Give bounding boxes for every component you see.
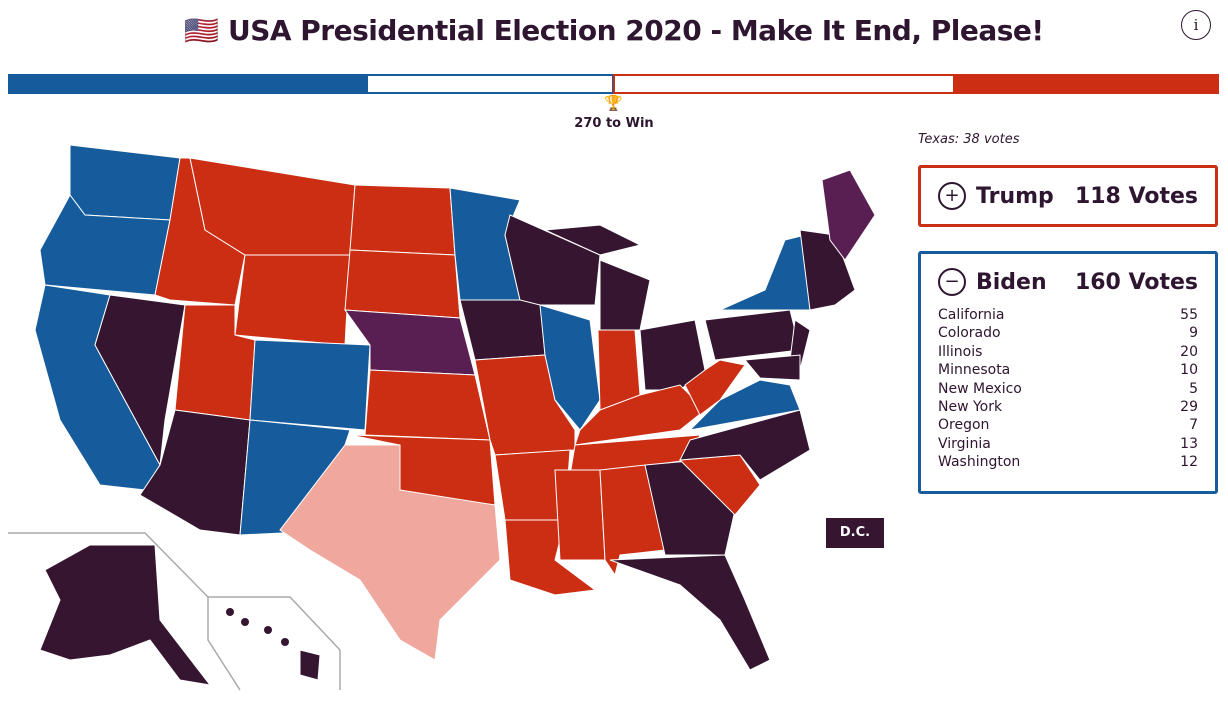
state-maine[interactable] — [821, 169, 876, 261]
collapse-icon[interactable]: − — [938, 268, 966, 296]
vote-count: 160 Votes — [1074, 269, 1198, 295]
state-votes: 10 — [1180, 362, 1198, 379]
state-north-dakota[interactable] — [349, 184, 456, 256]
state-name: Illinois — [938, 343, 983, 360]
state-mississippi[interactable] — [554, 469, 606, 561]
state-colorado[interactable] — [249, 339, 371, 431]
page-title: 🇺🇸 USA Presidential Election 2020 - Make… — [184, 14, 1044, 47]
inset-border — [208, 596, 341, 690]
state-votes: 13 — [1180, 435, 1198, 452]
state-washington[interactable] — [69, 144, 181, 221]
state-votes: 55 — [1180, 307, 1198, 323]
info-button[interactable]: i — [1181, 10, 1211, 40]
state-michigan[interactable] — [599, 259, 651, 331]
state-new-york[interactable] — [719, 234, 811, 311]
state-row: New Mexico 5 — [938, 380, 1198, 398]
state-hawaii-island[interactable] — [281, 638, 289, 646]
state-kansas[interactable] — [364, 369, 491, 441]
state-hawaii-island[interactable] — [264, 626, 272, 634]
state-row: Minnesota 10 — [938, 361, 1198, 379]
state-west-virginia[interactable] — [684, 359, 746, 416]
state-name: California — [938, 307, 1005, 323]
state-name: New Mexico — [938, 380, 1022, 397]
candidate-name: Biden — [976, 269, 1047, 295]
state-row: New York 29 — [938, 398, 1198, 416]
state-row: Virginia 13 — [938, 435, 1198, 453]
vote-count: 118 Votes — [1074, 183, 1198, 209]
trophy-icon: 🏆 — [604, 94, 623, 112]
biden-card: − Biden 160 Votes California 55 Colorado 9 Ill… — [918, 251, 1218, 494]
state-south-dakota[interactable] — [344, 249, 461, 319]
state-florida[interactable] — [609, 554, 771, 671]
us-map — [8, 144, 876, 691]
state-row: Oregon 7 — [938, 416, 1198, 434]
state-name: Virginia — [938, 435, 991, 452]
state-nevada[interactable] — [94, 294, 186, 467]
state-votes: 29 — [1180, 399, 1198, 416]
state-row: Washington 12 — [938, 453, 1198, 471]
hover-info: Texas: 38 votes — [918, 132, 1020, 147]
state-name: Washington — [938, 454, 1021, 471]
expand-icon[interactable]: + — [938, 182, 966, 210]
state-dc[interactable]: D.C. — [826, 518, 884, 548]
biden-fill — [8, 74, 369, 94]
state-iowa[interactable] — [459, 299, 546, 361]
state-row: Colorado 9 — [938, 324, 1198, 342]
state-name: New York — [938, 399, 1003, 416]
state-hawaii-island[interactable] — [241, 618, 249, 626]
candidate-name: Trump — [976, 183, 1054, 209]
state-row: California 55 — [938, 306, 1198, 324]
state-alaska[interactable] — [39, 544, 212, 686]
trump-card: + Trump 118 Votes — [918, 165, 1218, 227]
state-row: Illinois 20 — [938, 343, 1198, 361]
state-votes: 5 — [1189, 380, 1198, 397]
trump-fill — [953, 74, 1219, 94]
electoral-progress-bar — [8, 74, 1219, 94]
state-hawaii-island[interactable] — [226, 608, 234, 616]
goal-label: 270 to Win — [574, 116, 654, 131]
state-texas[interactable] — [279, 444, 501, 661]
state-votes: 12 — [1180, 454, 1198, 471]
state-votes: 7 — [1189, 417, 1198, 434]
state-votes: 20 — [1180, 343, 1198, 360]
state-hawaii[interactable] — [299, 649, 321, 681]
state-wyoming[interactable] — [234, 254, 351, 346]
state-name: Minnesota — [938, 362, 1011, 379]
state-name: Colorado — [938, 325, 1001, 342]
flag-icon: 🇺🇸 — [184, 14, 219, 47]
state-name: Oregon — [938, 417, 990, 434]
state-michigan-up[interactable] — [543, 224, 642, 256]
state-virginia[interactable] — [688, 379, 801, 431]
state-maryland-delaware[interactable] — [744, 354, 801, 381]
state-pennsylvania[interactable] — [704, 309, 801, 361]
state-votes: 9 — [1189, 325, 1198, 342]
